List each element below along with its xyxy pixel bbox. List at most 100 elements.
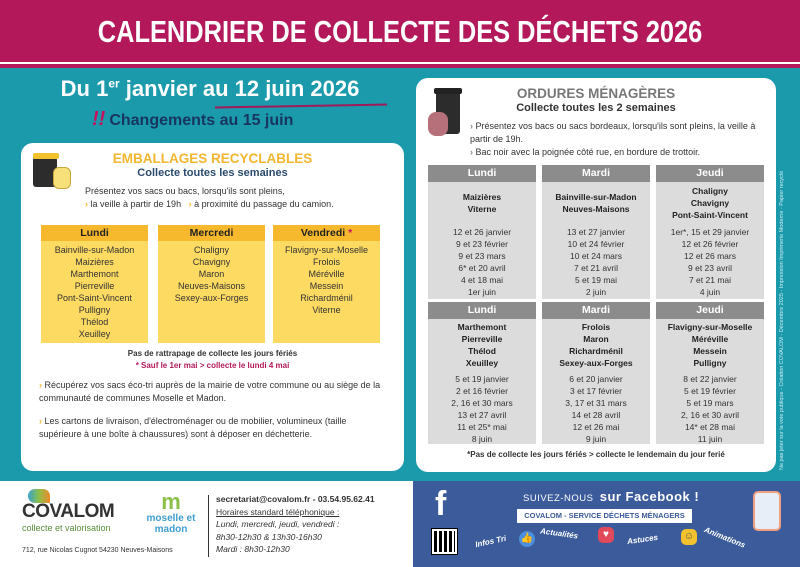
ordures-info1: › Présentez vos bacs ou sacs bordeaux, l… <box>470 121 756 144</box>
divider <box>208 495 209 557</box>
schedule-col-mardi: Mardi Bainville-sur-Madon Neuves-Maisons 13… <box>542 165 650 299</box>
collection-date: 13 et 27 avril <box>457 410 507 420</box>
collection-date: 5 et 19 janvier <box>455 374 509 384</box>
day-label: Vendredi <box>300 227 346 239</box>
footer-contact: COVALOM collecte et valorisation m mosel… <box>0 481 413 567</box>
hours-line: Lundi, mercredi, jeudi, vendredi : <box>216 519 340 529</box>
collection-date: 10 et 24 février <box>567 239 625 249</box>
facebook-icon[interactable]: f <box>435 485 447 523</box>
follow-bold: sur Facebook ! <box>599 489 700 504</box>
town: Pulligny <box>693 358 727 368</box>
town: Chavigny <box>690 198 730 208</box>
recyclables-card: EMBALLAGES RECYCLABLES Collecte toutes l… <box>21 143 404 471</box>
heart-icon: ♥ <box>598 527 614 543</box>
day-header: Lundi <box>428 302 536 319</box>
divider <box>0 62 800 64</box>
hours-title: Horaires standard téléphonique : <box>216 506 340 517</box>
schedule-col-jeudi: Jeudi Chaligny Chavigny Pont-Saint-Vincent 1… <box>656 165 764 299</box>
town: Maizières <box>462 192 502 202</box>
collection-date: 13 et 27 janvier <box>566 227 626 237</box>
recyclables-title: EMBALLAGES RECYCLABLES <box>112 151 313 166</box>
ordures-holiday-note: *Pas de collecte les jours fériés > coll… <box>467 450 725 459</box>
date-list: 5 et 19 janvier 2 et 16 février 2, 16 et 3… <box>428 371 536 445</box>
collection-date: 11 juin <box>697 434 723 444</box>
collection-date: 2 et 16 février <box>456 386 508 396</box>
thumbs-up-icon: 👍 <box>519 531 535 547</box>
town: Thélod <box>80 317 109 327</box>
collection-date: 9 juin <box>585 434 607 444</box>
schedule-col-lundi: Lundi Marthemont Pierreville Thélod Xeuilley… <box>428 302 536 444</box>
town: Chaligny <box>692 186 728 196</box>
town: Maizières <box>75 257 114 267</box>
day-header: Jeudi <box>656 302 764 319</box>
tag-infos-tri: Infos Tri <box>474 533 508 550</box>
facebook-page-name[interactable]: COVALOM - SERVICE DÉCHETS MÉNAGERS <box>517 509 692 523</box>
town: Messein <box>693 346 727 356</box>
town: Frolois <box>312 257 340 267</box>
schedule-col-jeudi: Jeudi Flavigny-sur-Moselle Méréville Messei… <box>656 302 764 444</box>
period-title: Du 1er janvier au 12 juin 2026 <box>20 76 400 102</box>
day-header: Jeudi <box>656 165 764 182</box>
collection-date: 7 et 21 mai <box>688 275 732 285</box>
collection-date: 5 et 19 mai <box>574 275 618 285</box>
town-list: Frolois Maron Richardménil Sexey-aux-Forges <box>542 319 650 371</box>
collection-date: 12 et 26 janvier <box>452 227 512 237</box>
logo-name: COVALOM <box>22 501 115 522</box>
collection-date: 4 et 18 mai <box>460 275 504 285</box>
period-rest: janvier au 12 juin 2026 <box>119 76 360 101</box>
day-header: Mardi <box>542 165 650 182</box>
date-list: 12 et 26 janvier 9 et 23 février 9 et 23 m… <box>428 224 536 298</box>
user-icon: ☺ <box>681 529 697 545</box>
day-header: Lundi <box>428 165 536 182</box>
town: Xeuilley <box>465 358 499 368</box>
day-header: Vendredi * <box>273 225 380 241</box>
town-list: Chaligny Chavigny Maron Neuves-Maisons Sexey… <box>158 241 265 304</box>
ordures-info2-text: Bac noir avec la poignée côté rue, en bo… <box>475 147 701 157</box>
town: Pont-Saint-Vincent <box>672 210 748 220</box>
partner-logo-text: moselle et madon <box>146 513 196 535</box>
collection-date: 4 juin <box>699 287 721 297</box>
hours-line: 8h30-12h30 & 13h30-16h30 <box>216 531 322 542</box>
town: Chaligny <box>193 245 230 255</box>
town: Méréville <box>691 334 729 344</box>
ordures-subtitle: Collecte toutes les 2 semaines <box>516 102 676 114</box>
town: Viterne <box>467 204 497 214</box>
town: Sexey-aux-Forges <box>559 358 633 368</box>
period-prefix: Du 1 <box>60 76 109 101</box>
header-banner: CALENDRIER DE COLLECTE DES DÉCHETS 2026 <box>0 0 800 68</box>
town-list: Chaligny Chavigny Pont-Saint-Vincent <box>656 182 764 224</box>
changes-notice: !! Changements au 15 juin <box>92 108 293 131</box>
town-list: Bainville-sur-Madon Neuves-Maisons <box>542 182 650 224</box>
collection-date: 1er*, 15 et 29 janvier <box>670 227 750 237</box>
town: Neuves-Maisons <box>177 281 246 291</box>
town: Pulligny <box>78 305 111 315</box>
recyclables-col-vendredi: Vendredi * Flavigny-sur-Moselle Frolois Mé… <box>273 225 380 343</box>
town-list: Marthemont Pierreville Thélod Xeuilley <box>428 319 536 371</box>
address: 712, rue Nicolas Cugnot 54230 Neuves-Mai… <box>22 547 173 554</box>
recyclables-col-mercredi: Mercredi Chaligny Chavigny Maron Neuves-Mai… <box>158 225 265 343</box>
town: Maron <box>198 269 225 279</box>
moselle-madon-logo: m moselle et madon <box>143 491 199 536</box>
follow-label: SUIVEZ-NOUS <box>523 493 594 504</box>
date-list: 1er*, 15 et 29 janvier 12 et 26 février 12… <box>656 224 764 298</box>
collection-date: 2, 16 et 30 avril <box>680 410 740 420</box>
info-bags: › Récupérez vos sacs éco-tri auprès de l… <box>39 380 381 403</box>
collection-date: 9 et 23 avril <box>688 263 732 273</box>
town: Flavigny-sur-Moselle <box>667 322 753 332</box>
yellow-bin-icon <box>33 153 73 191</box>
collection-date: 11 et 25* mai <box>457 422 507 432</box>
collection-date: 14* et 28 mai <box>684 422 736 432</box>
contact-email-phone[interactable]: secretariat@covalom.fr - 03.54.95.62.41 <box>216 494 375 504</box>
schedule-col-lundi: Lundi Maizières Viterne 12 et 26 janvier 9 e… <box>428 165 536 299</box>
town: Richardménil <box>300 293 353 303</box>
town: Pont-Saint-Vincent <box>57 293 132 303</box>
collection-date: 6* et 20 avril <box>458 263 506 273</box>
town: Richardménil <box>569 346 623 356</box>
page-title: CALENDRIER DE COLLECTE DES DÉCHETS 2026 <box>97 14 703 49</box>
town: Chavigny <box>192 257 231 267</box>
date-list: 8 et 22 janvier 5 et 19 février 5 et 19 ma… <box>656 371 764 445</box>
town: Messein <box>309 281 344 291</box>
collection-date: 9 et 23 février <box>456 239 508 249</box>
town: Frolois <box>581 322 611 332</box>
collection-date: 7 et 21 avril <box>574 263 618 273</box>
